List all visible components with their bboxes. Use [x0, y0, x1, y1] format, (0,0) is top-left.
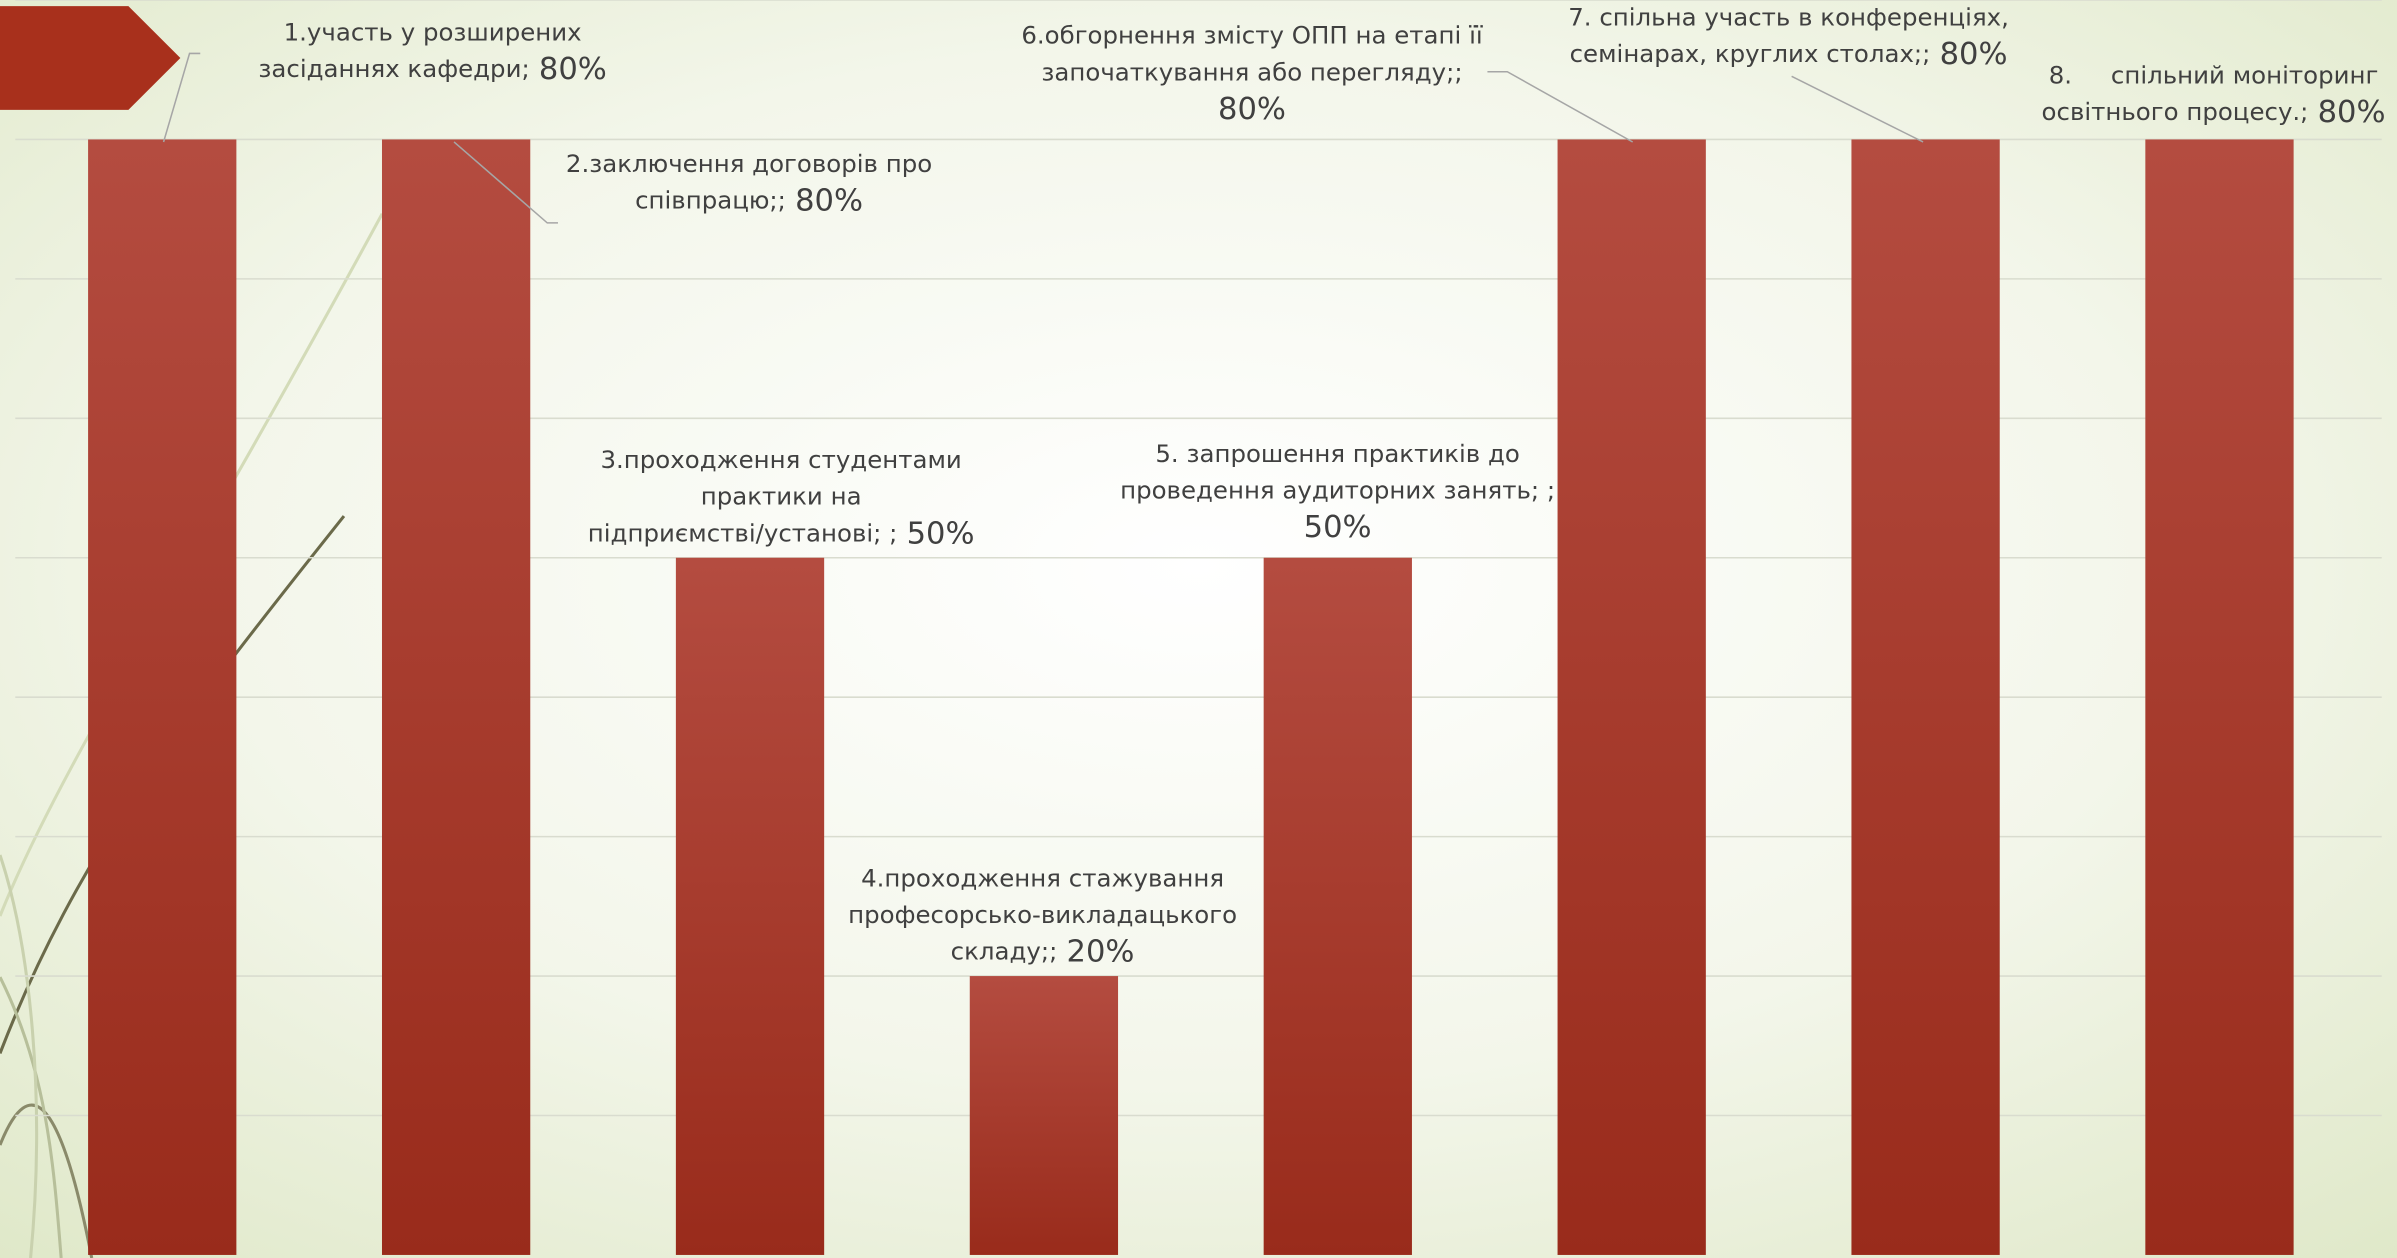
category-label: 5. запрошення практиків до — [1155, 439, 1519, 468]
category-label: практики на — [701, 482, 862, 511]
bar — [1264, 558, 1412, 1255]
category-label: започаткування або перегляду;; — [1041, 57, 1462, 86]
bar — [970, 976, 1118, 1255]
category-label: 4.проходження стажування — [861, 863, 1224, 892]
category-label: проведення аудиторних занять; ; — [1120, 476, 1555, 505]
value-label: 80% — [795, 183, 863, 218]
bar — [2145, 139, 2293, 1255]
category-label: семінарах, круглих столах;; — [1570, 39, 1931, 68]
value-label: 50% — [907, 516, 975, 551]
value-label: 80% — [1218, 91, 1286, 126]
chart: 1.участь у розширених засіданнях кафедри;… — [0, 0, 2397, 1258]
category-label: підприємстві/установі; ; — [588, 518, 898, 547]
category-label: 8. спільний моніторинг — [2049, 60, 2379, 89]
category-label: 7. спільна участь в конференціях, — [1568, 2, 2009, 31]
category-label: 3.проходження студентами — [600, 445, 961, 474]
value-label: 80% — [2318, 94, 2386, 129]
category-label: 6.обгорнення змісту ОПП на етапі її — [1021, 21, 1483, 50]
background — [0, 0, 2397, 1258]
value-label: 80% — [1940, 36, 2008, 71]
bar — [1558, 139, 1706, 1255]
value-label: 80% — [539, 52, 607, 87]
category-label: 1.участь у розширених — [284, 18, 582, 47]
bar — [382, 139, 530, 1255]
category-label: 2.заключення договорів про — [566, 149, 932, 178]
bar — [88, 139, 236, 1255]
category-label: професорсько-викладацького — [848, 900, 1237, 929]
category-label: складу;; — [951, 937, 1058, 966]
bar — [1851, 139, 1999, 1255]
category-label: співпрацю;; — [635, 186, 786, 215]
category-label: засіданнях кафедри; — [258, 54, 529, 83]
bar — [676, 558, 824, 1255]
category-label: освітнього процесу.; — [2042, 97, 2309, 126]
value-label: 50% — [1304, 510, 1372, 545]
value-label: 20% — [1067, 934, 1135, 969]
